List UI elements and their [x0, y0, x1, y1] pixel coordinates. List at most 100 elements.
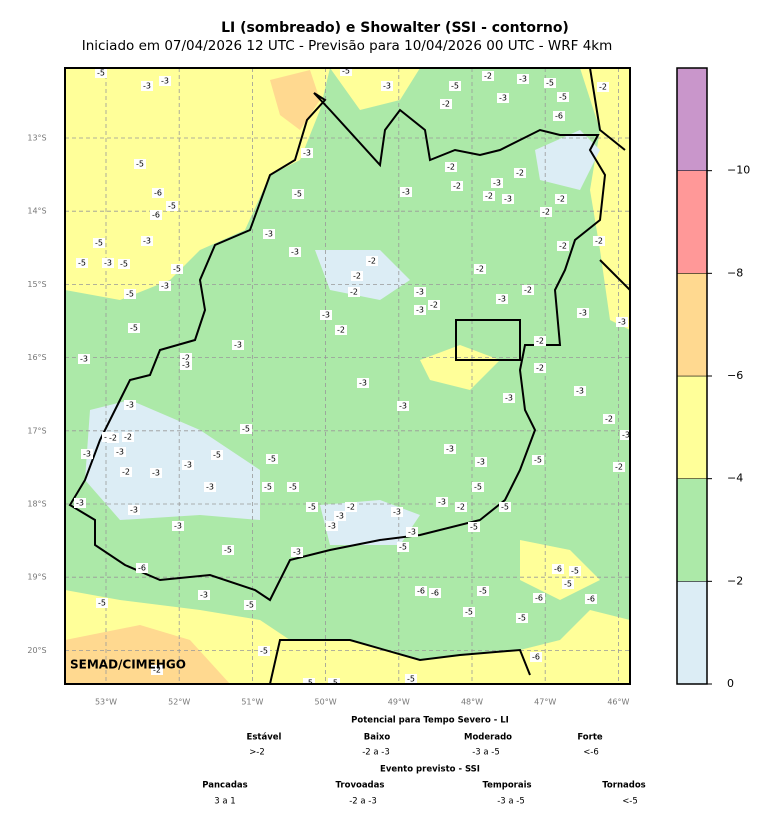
contour-label-bg: [240, 424, 252, 434]
contour-label-bg: [522, 285, 534, 295]
contour-label-bg: [166, 201, 178, 211]
contour-label-text: -5: [564, 580, 572, 589]
contour-label-text: -2: [524, 286, 532, 295]
contour-label-text: -2: [182, 354, 190, 363]
contour-label-text: -2: [536, 337, 544, 346]
contour-label-bg: [381, 81, 393, 91]
contour-label-bg: [335, 325, 347, 335]
contour-label: -3: [334, 511, 346, 521]
contour-label-text: -3: [303, 149, 311, 158]
contour-label-text: -3: [408, 528, 416, 537]
contour-label: -5: [171, 264, 183, 274]
contour-label-text: -2: [476, 265, 484, 274]
contour-label-text: -3: [499, 94, 507, 103]
li-zone: [330, 68, 420, 110]
contour-label-text: -2: [615, 463, 623, 472]
contour-label-text: -3: [76, 499, 84, 508]
legend-class: Trovoadas: [336, 781, 385, 791]
legend-title: Evento previsto - SSI: [380, 765, 480, 775]
contour-label-text: -3: [234, 341, 242, 350]
contour-label-bg: [222, 545, 234, 555]
legend-range: -2 a -3: [349, 797, 377, 807]
contour-label-bg: [141, 236, 153, 246]
contour-label-bg: [124, 400, 136, 410]
contour-label-text: -5: [534, 456, 542, 465]
li-zone: [580, 68, 630, 330]
lat-label: 16°S: [27, 353, 46, 362]
contour-label-bg: [482, 71, 494, 81]
contour-label: -3: [232, 340, 244, 350]
contour-label: -3: [182, 460, 194, 470]
contour-label-bg: [74, 498, 86, 508]
contour-label: -3: [502, 194, 514, 204]
contour-label-bg: [534, 363, 546, 373]
contour-label-bg: [159, 76, 171, 86]
contour-label-text: -5: [342, 67, 350, 76]
contour-label-bg: [552, 564, 564, 574]
contour-label-text: -2: [109, 434, 117, 443]
contour-label-text: -2: [337, 326, 345, 335]
colorbar-tick-label: 0: [727, 677, 734, 690]
contour-label: -3: [620, 430, 630, 440]
contour-label: -6: [415, 586, 427, 596]
contour-label-bg: [180, 353, 192, 363]
contour-label-bg: [287, 482, 299, 492]
border: [269, 68, 630, 684]
contour-label-bg: [366, 256, 378, 266]
legend-range: >-2: [249, 748, 265, 758]
contour-label: -3: [204, 482, 216, 492]
contour-label-bg: [136, 563, 148, 573]
contour-label-bg: [303, 678, 315, 684]
contour-label-bg: [306, 502, 318, 512]
contour-label: -2: [335, 325, 347, 335]
contour-label: -5: [463, 607, 475, 617]
contour-label-bg: [182, 460, 194, 470]
contour-label-bg: [96, 598, 108, 608]
contour-label: -3: [81, 449, 93, 459]
contour-label: -5: [569, 566, 581, 576]
contour-label-bg: [334, 511, 346, 521]
contour-label-bg: [95, 68, 107, 78]
contour-label-text: -5: [173, 265, 181, 274]
contour-label: -3: [574, 386, 586, 396]
contour-label-text: -5: [470, 523, 478, 532]
contour-label: -2: [514, 168, 526, 178]
contour-label-text: -3: [161, 282, 169, 291]
contour-label-text: -5: [308, 503, 316, 512]
colorbar-segment: [676, 170, 708, 274]
contour-label: -3: [475, 457, 487, 467]
contour-label: -3: [172, 521, 184, 531]
contour-label-bg: [406, 527, 418, 537]
contour-label-text: -3: [505, 394, 513, 403]
legend-range: -2 a -3: [362, 748, 390, 758]
contour-label-text: -3: [438, 498, 446, 507]
contour-label-bg: [555, 194, 567, 204]
contour-label-bg: [557, 92, 569, 102]
subtitle: Iniciado em 07/04/2026 12 UTC - Previsão…: [82, 38, 613, 54]
contour-label-text: -5: [95, 239, 103, 248]
contour-label-text: -2: [124, 433, 132, 442]
contour-label: -5: [449, 81, 461, 91]
contour-label-text: -5: [501, 503, 509, 512]
contour-label: -3: [444, 444, 456, 454]
contour-label-bg: [436, 497, 448, 507]
contour-label-text: -3: [493, 179, 501, 188]
contour-label: -5: [557, 92, 569, 102]
lon-label: 48°W: [461, 698, 483, 707]
contour-label: -3: [414, 305, 426, 315]
contour-label: -2: [593, 236, 605, 246]
contour-label-bg: [544, 78, 556, 88]
contour-label-bg: [120, 467, 132, 477]
contour-label: -5: [562, 579, 574, 589]
contour-label-bg: [472, 482, 484, 492]
contour-label-text: -2: [122, 468, 130, 477]
contour-label-text: -5: [168, 202, 176, 211]
state-border: [68, 92, 607, 602]
contour-label: -3: [114, 447, 126, 457]
contour-label-text: -3: [104, 259, 112, 268]
contour-label-text: -3: [579, 309, 587, 318]
contour-label-bg: [122, 432, 134, 442]
contour-label: -3: [74, 498, 86, 508]
legend-class: Pancadas: [202, 781, 247, 791]
